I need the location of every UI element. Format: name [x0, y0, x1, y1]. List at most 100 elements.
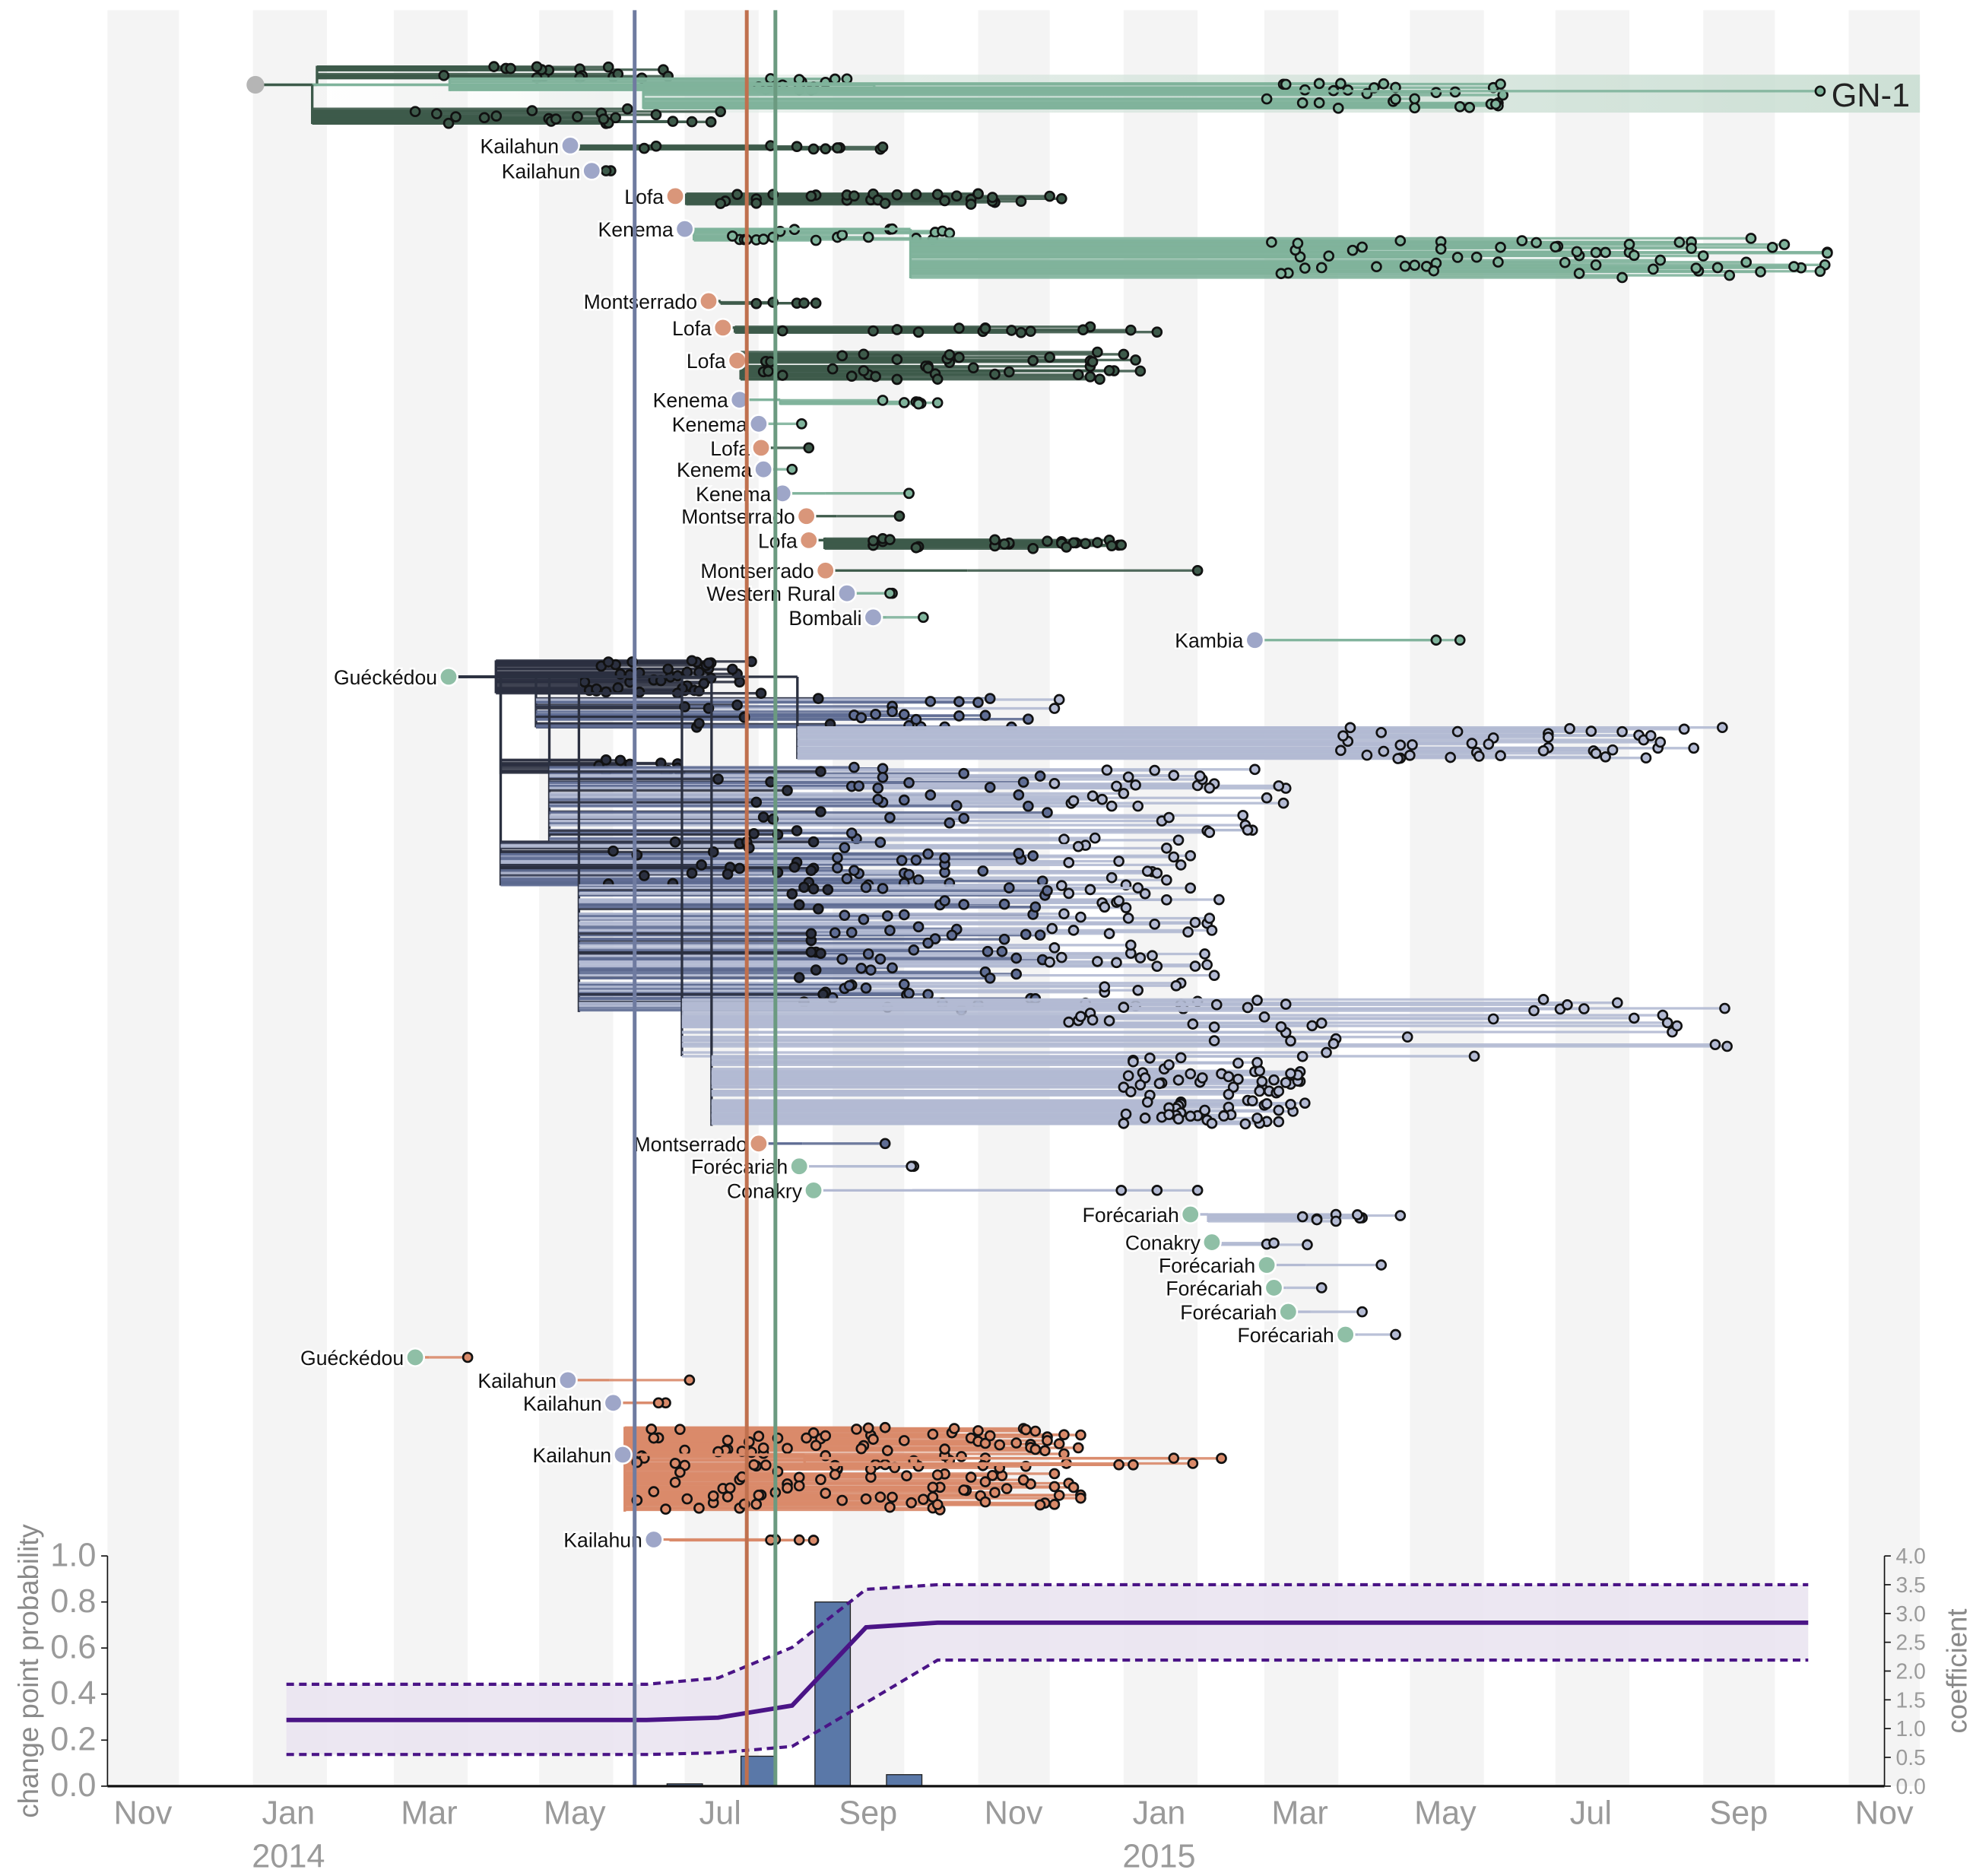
tip-node: [881, 910, 893, 922]
tip-node: [782, 1482, 793, 1494]
location-node: [1278, 1302, 1299, 1322]
tip-node: [1590, 748, 1602, 760]
tip-node: [1151, 1185, 1163, 1196]
tip-node: [1223, 1088, 1235, 1100]
location-node: [804, 1180, 823, 1201]
location-node: [560, 135, 580, 156]
tip-node: [958, 899, 970, 910]
tip-node: [898, 979, 910, 990]
tip-node: [1189, 960, 1201, 972]
tip-node: [984, 782, 996, 793]
x-tick-label: May: [544, 1795, 606, 1832]
left-tick-label: 1.0: [50, 1537, 96, 1573]
tip-node: [860, 1493, 872, 1505]
tip-node: [1616, 725, 1628, 738]
tip-node: [1118, 1118, 1130, 1129]
tip-node: [1335, 744, 1347, 757]
clade-location-label: Kailahun: [523, 1392, 602, 1415]
location-node: [751, 438, 771, 458]
tip-node: [1640, 752, 1652, 764]
tip-node: [1435, 243, 1447, 255]
tip-node: [881, 1445, 893, 1456]
tip-node: [879, 1138, 891, 1150]
tip-node: [1042, 884, 1053, 897]
tip-node: [1261, 792, 1273, 804]
tip-node: [1337, 730, 1349, 741]
root-node: [246, 75, 265, 94]
changepoint-bar: [814, 1601, 852, 1787]
tip-node: [776, 370, 788, 381]
tip-node: [939, 895, 950, 906]
tip-node: [1067, 1481, 1080, 1493]
tip-node: [1321, 1046, 1332, 1059]
clade-location-label: Kenema: [677, 459, 752, 481]
tip-node: [893, 510, 906, 522]
tip-node: [409, 106, 421, 118]
tip-node: [750, 796, 763, 808]
tip-node: [1034, 770, 1046, 782]
tip-node: [1075, 1492, 1086, 1504]
tip-node: [803, 442, 815, 454]
tip-node: [1623, 238, 1635, 250]
tip-node: [1055, 192, 1067, 205]
tip-node: [1201, 959, 1213, 970]
right-tick-label: 1.0: [1896, 1716, 1926, 1741]
tip-node: [845, 926, 858, 938]
right-tick-label: 0.5: [1896, 1745, 1926, 1770]
tip-node: [1027, 354, 1039, 367]
tip-node: [1258, 1011, 1270, 1023]
tip-node: [1124, 324, 1137, 336]
tip-node: [612, 68, 624, 80]
tip-node: [1161, 874, 1172, 886]
clade-location-label: Guéckédou: [334, 666, 437, 689]
tip-node: [879, 198, 891, 209]
x-tick-label: May: [1414, 1795, 1477, 1832]
tip-node: [793, 899, 805, 911]
tip-node: [903, 988, 915, 999]
clade-location-label: Kailahun: [477, 1370, 557, 1392]
right-tick-label: 3.5: [1896, 1573, 1926, 1597]
tip-node: [849, 865, 860, 877]
tip-node: [607, 845, 619, 857]
tip-node: [1161, 894, 1172, 906]
tip-node: [931, 189, 944, 200]
tip-node: [1315, 262, 1327, 274]
tip-node: [1266, 236, 1277, 248]
tip-node: [810, 234, 822, 246]
tip-node: [1299, 1097, 1311, 1109]
tip-node: [1473, 751, 1485, 762]
tip-node: [1489, 98, 1502, 110]
tip-node: [1048, 1468, 1061, 1480]
tip-node: [1023, 713, 1034, 725]
tip-node: [1099, 981, 1111, 992]
tip-node: [1149, 764, 1160, 776]
tip-node: [1010, 952, 1023, 964]
tip-node: [870, 370, 881, 383]
tip-node: [1168, 770, 1180, 781]
tip-node: [1172, 834, 1185, 846]
tip-node: [679, 1444, 690, 1456]
tip-node: [1273, 1116, 1285, 1128]
left-axis-title: change point probability: [13, 1524, 44, 1818]
location-node: [789, 1156, 810, 1176]
tip-node: [958, 812, 970, 824]
tip-node: [851, 1424, 862, 1435]
tip-node: [1495, 78, 1506, 90]
tip-node: [1015, 195, 1027, 208]
tip-node: [438, 69, 450, 81]
tip-node: [1661, 1017, 1673, 1029]
tip-node: [1053, 1438, 1065, 1449]
tip-node: [693, 717, 705, 729]
tip-node: [1075, 1011, 1086, 1023]
changepoint-panel: [286, 1582, 1809, 1787]
tip-node: [1721, 1040, 1733, 1052]
tip-node: [727, 230, 738, 242]
tip-node: [1239, 1118, 1251, 1130]
tip-node: [1042, 1435, 1053, 1446]
clade-location-label: Lofa: [687, 350, 726, 373]
x-year-label: 2015: [1122, 1838, 1195, 1874]
tip-node: [1189, 916, 1201, 928]
tip-node: [1072, 1442, 1084, 1454]
tip-node: [1428, 265, 1440, 277]
tip-node: [912, 398, 925, 410]
